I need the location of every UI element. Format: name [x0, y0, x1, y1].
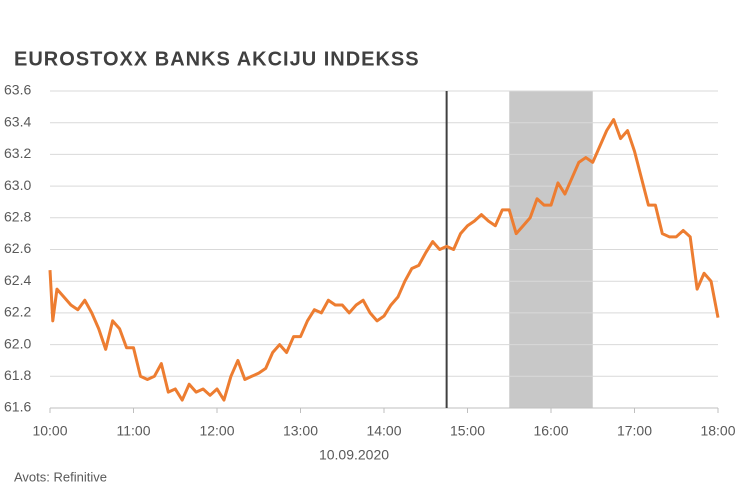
- x-tick-label: 14:00: [366, 423, 401, 439]
- chart-title: EUROSTOXX BANKS AKCIJU INDEKSS: [14, 48, 420, 70]
- y-tick-label: 62.6: [4, 240, 31, 256]
- y-tick-label: 63.2: [4, 145, 31, 161]
- y-tick-label: 63.0: [4, 177, 31, 193]
- x-tick-label: 10:00: [32, 423, 67, 439]
- y-tick-label: 62.4: [4, 272, 31, 288]
- y-tick-label: 63.6: [4, 82, 31, 98]
- source: Avots: Refinitive: [14, 469, 107, 484]
- y-tick-label: 63.4: [4, 113, 31, 129]
- line: [48, 118, 720, 402]
- y-tick-label: 62.2: [4, 304, 31, 320]
- y-tick-label: 62.0: [4, 335, 31, 351]
- y-tick-label: 62.8: [4, 209, 31, 225]
- y-tick-label: 61.6: [4, 399, 31, 415]
- y-tick-label: 61.8: [4, 367, 31, 383]
- x-tick-label: 17:00: [617, 423, 652, 439]
- x-tick-label: 18:00: [700, 423, 735, 439]
- x-tick-label: 11:00: [117, 423, 151, 439]
- x-tick-label: 13:00: [283, 423, 318, 439]
- x-annotation: 10.09.2020: [319, 447, 389, 463]
- x-tick-label: 12:00: [199, 423, 234, 439]
- x-tick-label: 15:00: [450, 423, 485, 439]
- x-tick-label: 16:00: [533, 423, 568, 439]
